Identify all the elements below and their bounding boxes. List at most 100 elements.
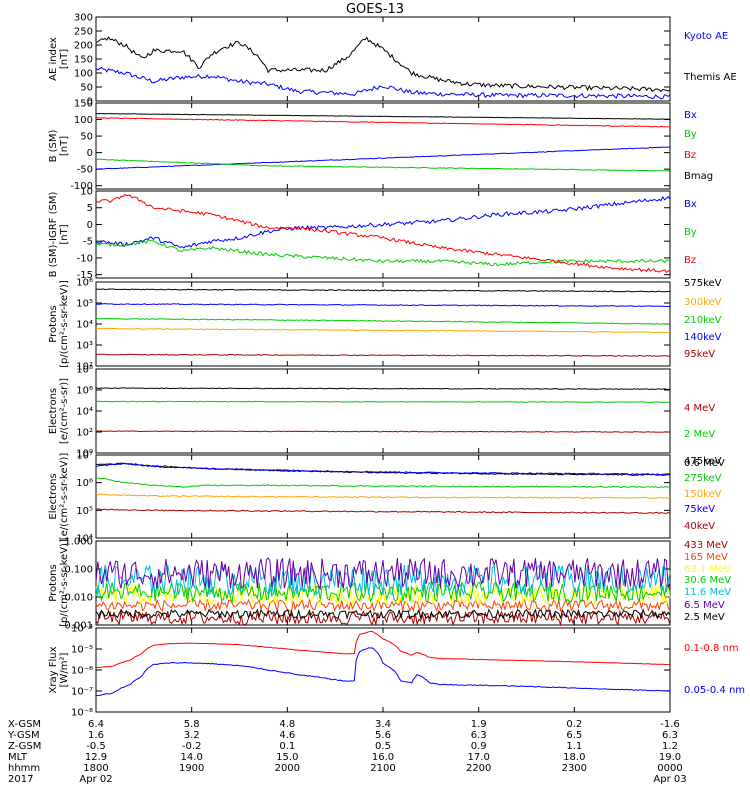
ephemeris-value: 1.9 <box>471 719 487 730</box>
y-axis-label: [nT] <box>59 49 70 69</box>
y-tick-label: 10⁻⁷ <box>71 687 93 698</box>
y-tick-label: 10⁻⁸ <box>71 708 93 719</box>
y-tick-label: -100 <box>70 181 93 192</box>
y-axis-label: [W/m²] <box>59 652 70 687</box>
series-line-2-5-mev <box>95 608 671 620</box>
ephemeris-row-label: Y-GSM <box>7 730 40 741</box>
y-tick-label: 10⁻⁴ <box>71 624 93 635</box>
legend-label-bz: Bz <box>684 150 696 161</box>
y-axis-label: [nT] <box>59 224 70 244</box>
y-axis-label: [p/(cm²-s-sr-keV)] <box>59 539 70 627</box>
panel-frame <box>95 281 671 367</box>
series-line-by <box>95 239 671 267</box>
ephemeris-value: 2100 <box>370 763 395 774</box>
y-tick-label: 10⁶ <box>76 278 93 289</box>
y-tick-label: 10⁻⁶ <box>71 666 93 677</box>
ephemeris-value: 2200 <box>466 763 491 774</box>
ephemeris-value: 2300 <box>562 763 587 774</box>
legend-label-bx: Bx <box>684 110 697 121</box>
legend-label-575kev: 575keV <box>684 278 722 289</box>
y-tick-label: 0 <box>87 97 93 108</box>
y-axis-label: B (SM)-IGRF (SM) <box>48 192 59 278</box>
y-tick-label: 10² <box>76 428 93 439</box>
ephemeris-value: 0.1 <box>279 741 295 752</box>
series-line-275kev <box>96 477 671 489</box>
ephemeris-value: 1900 <box>179 763 204 774</box>
ephemeris-value: Apr 02 <box>79 774 112 785</box>
legend-label-0-1-0-8-nm: 0.1-0.8 nm <box>684 643 739 654</box>
series-line-150kev <box>95 493 671 499</box>
series-line-bmag <box>95 113 671 120</box>
series-line-95kev <box>95 353 671 357</box>
panel-electrons2 <box>95 454 671 539</box>
legend-label-150kev: 150keV <box>684 489 722 500</box>
series-line-40kev <box>95 508 671 515</box>
legend-label-2-5-mev: 2.5 MeV <box>684 612 725 623</box>
ephemeris-value: 5.8 <box>184 719 200 730</box>
y-axis-label: Electrons <box>48 388 59 434</box>
ephemeris-value: 16.0 <box>372 752 394 763</box>
ephemeris-value: 6.3 <box>662 730 678 741</box>
y-tick-label: 0 <box>87 148 93 159</box>
panel-electrons1 <box>95 368 671 454</box>
legend-label-140kev: 140keV <box>684 332 722 343</box>
y-tick-label: 1.000 <box>64 537 93 548</box>
y-tick-label: 100 <box>74 69 93 80</box>
y-tick-label: 150 <box>74 55 93 66</box>
ephemeris-value: 4.6 <box>279 730 295 741</box>
chart-title: GOES-13 <box>345 2 404 17</box>
series-line-575kev <box>95 288 671 293</box>
y-tick-label: -50 <box>77 165 93 176</box>
series-line-2-mev <box>95 400 671 403</box>
y-tick-label: 300 <box>74 13 93 24</box>
y-tick-label: 10³ <box>76 341 93 352</box>
ephemeris-value: -0.2 <box>182 741 202 752</box>
y-axis-label: B (SM) <box>48 129 59 162</box>
legend-label-300kev: 300keV <box>684 297 722 308</box>
y-axis-label: [e/(cm²-s-sr)] <box>59 378 70 444</box>
legend-label-95kev: 95keV <box>684 349 715 360</box>
panel-frame <box>95 16 671 102</box>
y-tick-label: 50 <box>80 132 93 143</box>
ephemeris-value: 0.9 <box>471 741 487 752</box>
series-line-210kev <box>95 317 671 325</box>
y-tick-label: 10⁵ <box>76 299 93 310</box>
y-tick-label: 10⁻⁵ <box>71 645 93 656</box>
y-tick-label: 10⁸ <box>76 365 93 376</box>
y-tick-label: 200 <box>74 41 93 52</box>
legend-label-by: By <box>684 129 697 140</box>
ephemeris-row-label: hhmm <box>8 763 40 774</box>
y-tick-label: 10⁶ <box>76 478 93 489</box>
ephemeris-value: 2000 <box>275 763 300 774</box>
series-line-0-6-mev <box>95 387 670 390</box>
panel-ae <box>95 16 671 102</box>
ephemeris-value: 3.4 <box>375 719 391 730</box>
series-line-140kev <box>95 303 671 308</box>
series-line-165-mev <box>95 597 671 613</box>
y-tick-label: 50 <box>80 83 93 94</box>
legend-label-40kev: 40keV <box>684 521 715 532</box>
ephemeris-value: Apr 03 <box>653 774 686 785</box>
legend-label-bmag: Bmag <box>684 171 713 182</box>
y-tick-label: 10⁶ <box>76 386 93 397</box>
ephemeris-value: 1800 <box>83 763 108 774</box>
y-axis-label: Electrons <box>48 473 59 519</box>
ephemeris-row-label: X-GSM <box>8 719 41 730</box>
y-axis-label: Protons <box>48 564 59 601</box>
legend-label-275kev: 275keV <box>684 473 722 484</box>
y-tick-label: 0 <box>87 220 93 231</box>
ephemeris-value: 0000 <box>657 763 682 774</box>
y-axis-label: [nT] <box>59 136 70 156</box>
y-tick-label: 10⁰ <box>76 449 93 460</box>
series-line-bx <box>95 146 671 170</box>
legend-label-63-1-mev: 63.1 MeV <box>684 564 731 575</box>
series-line-63-1-mev <box>95 583 671 606</box>
y-tick-label: 10⁷ <box>76 451 93 462</box>
y-tick-label: 10² <box>76 362 93 373</box>
ephemeris-value: 1.2 <box>662 741 678 752</box>
series-line-0-05-0-4-nm <box>95 647 670 697</box>
ephemeris-value: -1.6 <box>660 719 680 730</box>
series-line-themis-ae <box>95 36 671 93</box>
series-line-bz <box>95 117 671 128</box>
legend-label-0-6-mev: 0.6 MeV <box>684 458 725 469</box>
